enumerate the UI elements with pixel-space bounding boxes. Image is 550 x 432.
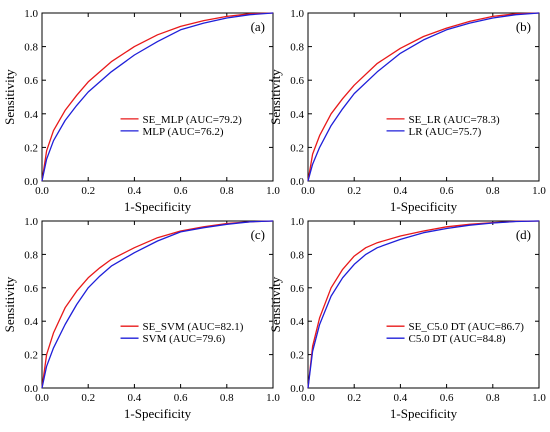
y-tick-label: 0.8 [24,42,38,54]
roc-curve-base [307,220,540,389]
roc-curve-se [307,220,540,389]
panel-label: (c) [251,227,265,242]
y-tick-label: 0.2 [290,350,304,362]
roc-panel-d: 0.0 0.2 0.4 0.6 0.8 1.0 0.0 0.2 0.4 0.6 0.8 1.0 1-Sp… [268,216,546,421]
x-axis-label: 1-Specificity [390,199,458,214]
x-tick-label: 0.8 [486,185,500,197]
y-tick-label: 0.4 [24,316,38,328]
legend-entry: MLP (AUC=76.2) [143,126,224,138]
y-axis-label: Sensitivity [268,69,283,125]
x-tick-label: 0.8 [220,392,234,404]
y-tick-label: 0.8 [24,249,38,261]
y-axis-label: Sensitivity [268,276,283,332]
y-tick-label: 0.2 [24,350,38,362]
y-tick-label: 0.8 [290,249,304,261]
y-tick-label: 1.0 [24,216,38,228]
x-tick-label: 0.2 [81,185,95,197]
x-tick-label: 0.4 [128,185,142,197]
y-tick-label: 0.4 [24,109,38,121]
roc-panel-c: 0.0 0.2 0.4 0.6 0.8 1.0 0.0 0.2 0.4 0.6 0.8 1.0 1-Sp… [2,216,280,421]
plot-frame [307,12,540,182]
legend-entry: SE_MLP (AUC=79.2) [143,114,243,126]
roc-curve-se [41,12,274,182]
roc-panel-a: 0.0 0.2 0.4 0.6 0.8 1.0 0.0 0.2 0.4 0.6 0.8 1.0 1-Sp… [2,8,280,214]
y-tick-label: 0.0 [24,176,38,188]
roc-curve-base [41,12,274,182]
y-tick-label: 1.0 [290,8,304,20]
x-tick-label: 0.4 [394,185,408,197]
x-tick-label: 0.0 [35,185,49,197]
x-tick-label: 1.0 [532,392,546,404]
x-tick-label: 0.8 [220,185,234,197]
y-tick-label: 0.4 [290,109,304,121]
y-tick-label: 0.0 [290,383,304,395]
plot-frame [307,220,540,389]
x-tick-label: 0.4 [128,392,142,404]
x-tick-label: 0.8 [486,392,500,404]
x-tick-label: 0.0 [35,392,49,404]
x-tick-label: 0.2 [81,392,95,404]
y-tick-label: 0.2 [24,142,38,154]
legend-entry: LR (AUC=75.7) [409,126,482,138]
roc-curve-base [41,220,274,389]
legend-entry: SE_C5.0 DT (AUC=86.7) [409,321,525,333]
legend-entry: SVM (AUC=79.6) [143,333,226,345]
x-tick-label: 1.0 [266,392,280,404]
y-tick-label: 1.0 [24,8,38,20]
y-tick-label: 0.8 [290,42,304,54]
x-tick-label: 0.6 [174,185,188,197]
x-tick-label: 0.6 [174,392,188,404]
plot-frame [41,220,274,389]
x-axis-label: 1-Specificity [124,406,192,421]
roc-curve-se [307,12,540,182]
x-tick-label: 1.0 [266,185,280,197]
y-tick-label: 0.6 [290,75,304,87]
y-tick-label: 0.6 [24,75,38,87]
x-tick-label: 0.6 [440,392,454,404]
x-tick-label: 0.2 [347,392,361,404]
x-tick-label: 0.6 [440,185,454,197]
y-tick-label: 0.0 [24,383,38,395]
x-axis-label: 1-Specificity [390,406,458,421]
y-axis-label: Sensitivity [2,276,17,332]
x-axis-label: 1-Specificity [124,199,192,214]
x-tick-label: 1.0 [532,185,546,197]
y-axis-label: Sensitivity [2,69,17,125]
x-tick-label: 0.0 [301,392,315,404]
plot-frame [41,12,274,182]
panel-label: (b) [516,19,531,34]
y-tick-label: 0.4 [290,316,304,328]
legend-entry: SE_SVM (AUC=82.1) [143,321,244,333]
x-tick-label: 0.0 [301,185,315,197]
roc-curve-se [41,220,274,389]
y-tick-label: 0.2 [290,142,304,154]
y-tick-label: 0.6 [290,283,304,295]
roc-curve-base [307,12,540,182]
y-tick-label: 0.6 [24,283,38,295]
y-tick-label: 1.0 [290,216,304,228]
legend-entry: SE_LR (AUC=78.3) [409,114,500,126]
y-tick-label: 0.0 [290,176,304,188]
panel-label: (d) [516,227,531,242]
x-tick-label: 0.4 [394,392,408,404]
panel-label: (a) [251,19,265,34]
legend-entry: C5.0 DT (AUC=84.8) [409,333,506,345]
roc-panel-b: 0.0 0.2 0.4 0.6 0.8 1.0 0.0 0.2 0.4 0.6 0.8 1.0 1-Sp… [268,8,546,214]
x-tick-label: 0.2 [347,185,361,197]
